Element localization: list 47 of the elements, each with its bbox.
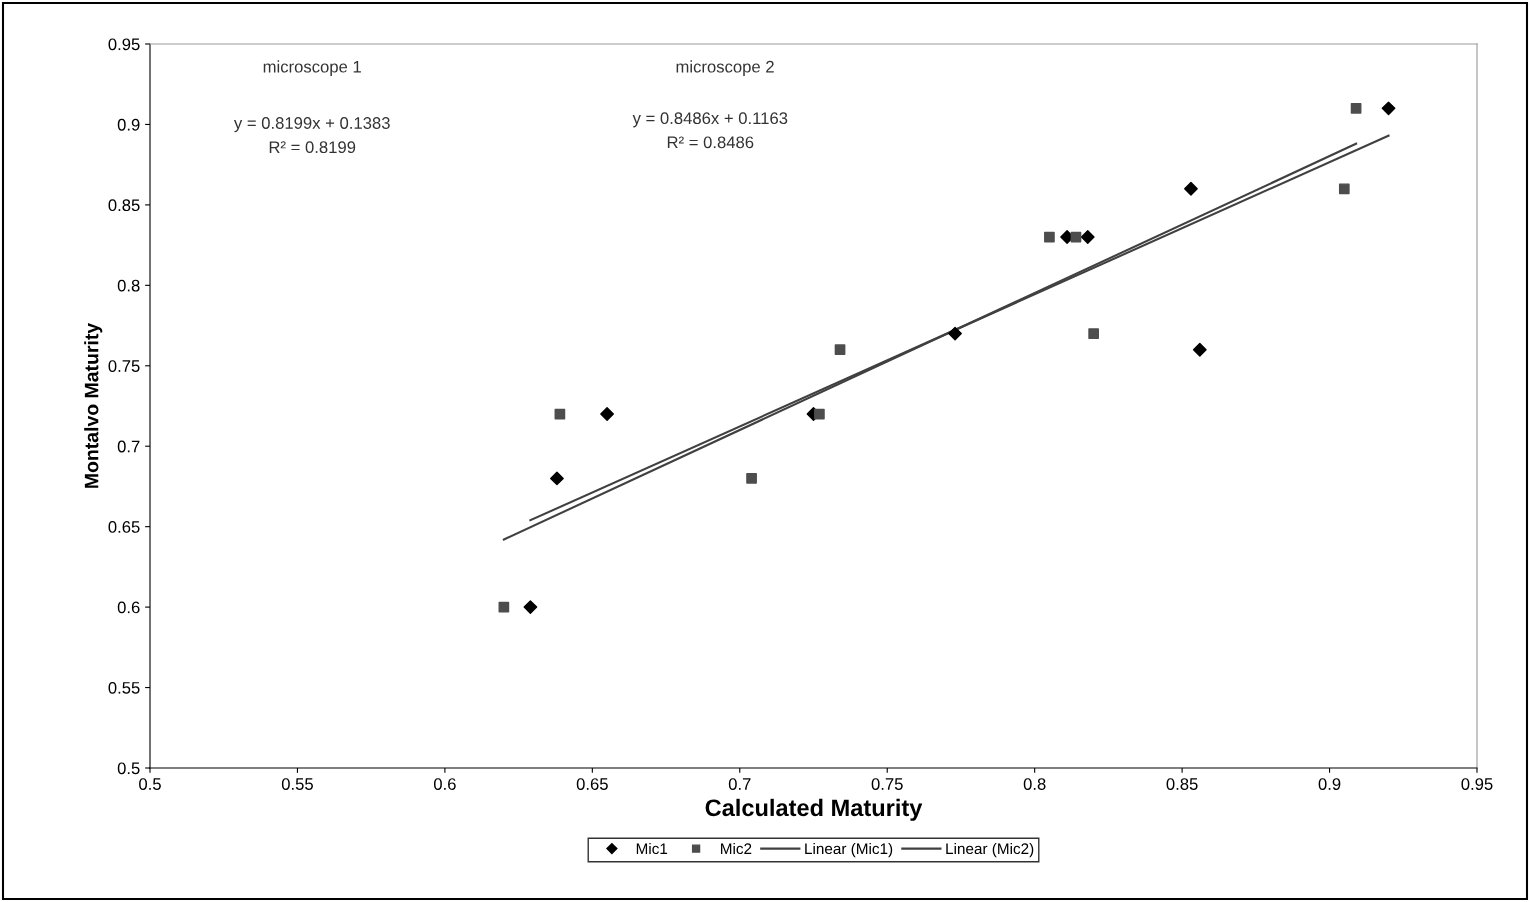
point [746,473,757,484]
annotation: y = 0.8486x + 0.1163 [632,112,788,128]
point [550,471,564,486]
point [1088,328,1099,339]
y-tick-label: 0.5 [117,762,140,775]
point [814,408,825,420]
annotation: y = 0.8199x + 0.1383 [233,117,390,133]
annotation: microscope 1 [263,60,361,76]
x-tick-label: 0.85 [1166,778,1198,790]
y-tick-label: 0.7 [117,440,140,453]
legend-label: Mic1 [636,842,668,855]
point [1184,181,1198,196]
y-tick-label: 0.9 [117,118,140,131]
point [834,344,846,356]
y-axis-title: Montalvo Maturity [84,322,103,488]
y-tick-label: 0.65 [108,521,140,533]
point [1381,101,1396,116]
y-tick-label: 0.75 [108,360,140,372]
point [1192,342,1207,357]
legend-label: Mic2 [721,842,752,855]
y-tick-label: 0.8 [117,279,140,292]
x-tick-label: 0.7 [728,778,751,790]
legend-label: Linear (Mic1) [805,842,893,858]
point [1044,231,1055,243]
point [600,407,614,421]
x-tick-label: 0.65 [576,778,608,790]
annotation: R² = 0.8199 [269,141,356,154]
y-tick-label: 0.85 [108,199,140,212]
y-tick-label: 0.95 [108,38,140,51]
x-tick-label: 0.9 [1318,778,1341,790]
x-tick-label: 0.6 [433,778,456,790]
annotation: microscope 2 [676,60,774,76]
point [948,326,962,341]
point [1338,183,1350,195]
point [1080,230,1095,244]
annotation: R² = 0.8486 [667,136,754,149]
x-tick-label: 0.5 [139,778,161,790]
point [1350,103,1362,114]
legend-label: Linear (Mic2) [946,842,1034,858]
x-tick-label: 0.8 [1023,778,1046,790]
y-tick-label: 0.6 [117,601,140,614]
point [523,600,538,615]
x-axis-title: Calculated Maturity [705,798,923,821]
x-tick-label: 0.55 [281,778,313,790]
y-tick-label: 0.55 [108,681,140,694]
x-tick-label: 0.95 [1461,778,1493,790]
x-tick-label: 0.75 [871,778,903,790]
